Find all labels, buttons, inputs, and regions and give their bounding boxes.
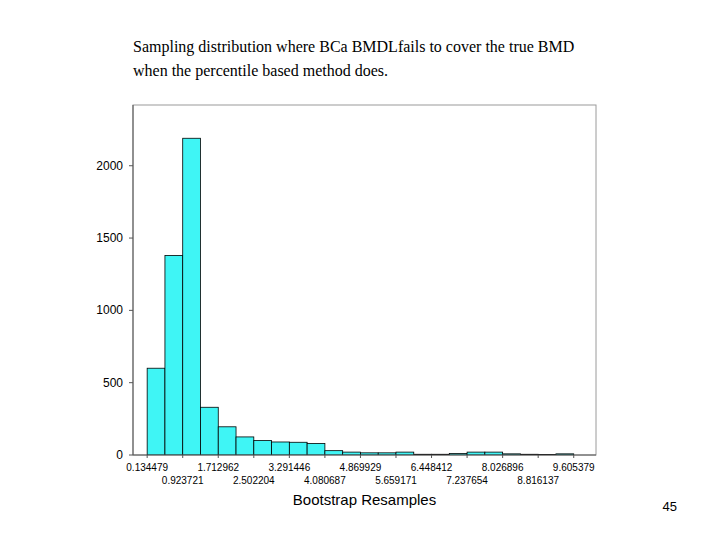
x-tick-label: 4.080687 (304, 475, 346, 486)
y-tick-label: 0 (116, 448, 123, 462)
x-axis (133, 455, 596, 456)
y-tick (129, 382, 133, 383)
x-tick-label: 5.659171 (375, 475, 417, 486)
x-tick (147, 455, 148, 458)
x-tick (289, 455, 290, 458)
bars (147, 138, 574, 455)
y-tick-label: 1000 (96, 303, 123, 317)
x-tick (431, 455, 432, 458)
title: Sampling distribution where BCa BMDLfail… (133, 35, 595, 83)
chart: 0 500 1000 1500 2000 0.134479 0.923721 1.712962… (0, 0, 720, 540)
x-tick-label: 2.502204 (233, 475, 275, 486)
x-tick (502, 455, 503, 458)
x-tick-label: 1.712962 (197, 462, 239, 473)
plot-frame (133, 105, 596, 455)
bar (272, 442, 290, 455)
bar (289, 442, 307, 455)
y-axis (133, 105, 134, 455)
bar (218, 427, 236, 455)
x-tick (573, 455, 574, 458)
x-tick-label: 8.026896 (482, 462, 524, 473)
bar (147, 368, 165, 455)
x-tick (218, 455, 219, 458)
bar (254, 441, 272, 455)
page-number: 45 (663, 499, 677, 514)
bar (325, 451, 343, 455)
bar (236, 437, 254, 455)
x-tick (538, 455, 539, 458)
y-tick-label: 500 (103, 376, 123, 390)
x-tick-label: 6.448412 (411, 462, 453, 473)
x-tick (467, 455, 468, 458)
x-tick (182, 455, 183, 458)
x-tick-label: 4.869929 (340, 462, 382, 473)
x-tick-label: 3.291446 (268, 462, 310, 473)
y-tick (129, 455, 133, 456)
bar (183, 138, 201, 455)
bar (307, 443, 325, 455)
x-tick (395, 455, 396, 458)
x-tick-label: 0.134479 (126, 462, 168, 473)
x-tick (360, 455, 361, 458)
y-tick (129, 165, 133, 166)
x-tick-label: 8.816137 (517, 475, 559, 486)
bar (165, 255, 183, 455)
x-axis-label: Bootstrap Resamples (293, 491, 436, 508)
y-tick (129, 238, 133, 239)
bar (200, 407, 218, 455)
x-tick-label: 9.605379 (553, 462, 595, 473)
y-tick (129, 310, 133, 311)
y-tick-label: 1500 (96, 231, 123, 245)
x-tick (324, 455, 325, 458)
x-tick (253, 455, 254, 458)
x-tick-label: 0.923721 (162, 475, 204, 486)
x-tick-label: 7.237654 (446, 475, 488, 486)
y-tick-label: 2000 (96, 159, 123, 173)
